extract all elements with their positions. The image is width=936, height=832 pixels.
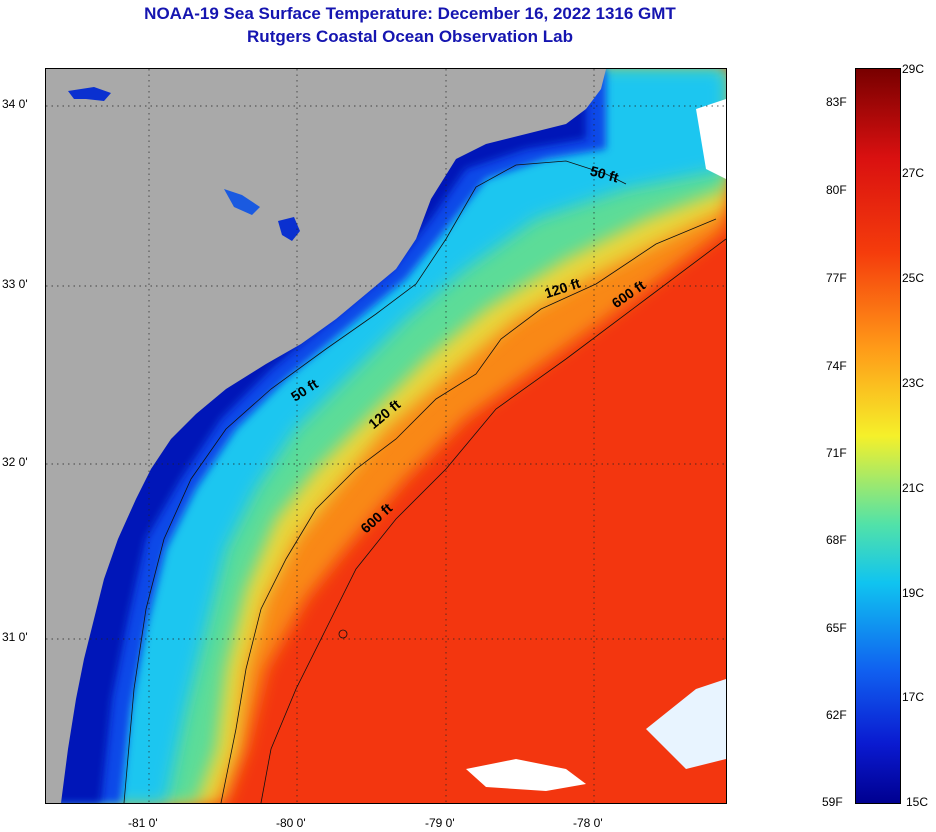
cloud-ne <box>696 99 726 179</box>
cbar-f-68: 68F <box>826 533 847 547</box>
isobath-50ft <box>123 160 627 803</box>
cbar-c-25: 25C <box>902 271 925 285</box>
cbar-f-74: 74F <box>826 359 847 373</box>
cbar-c-29: 29C <box>902 62 925 76</box>
cbar-f-83: 83F <box>826 95 847 109</box>
cloud-se-2 <box>646 679 726 769</box>
cbar-f-80: 80F <box>826 183 847 197</box>
cloud-se-1 <box>466 759 586 791</box>
cbar-c-19: 19C <box>902 586 925 600</box>
lat-label-31: 31 0' <box>2 630 28 644</box>
colorbar <box>855 68 901 804</box>
lake-moultrie <box>278 217 300 241</box>
inland-water-2 <box>224 189 260 215</box>
buoy-marker <box>338 629 348 639</box>
graticule <box>46 69 726 803</box>
colorbar-gradient <box>856 69 900 803</box>
isobath-120ft <box>220 218 717 803</box>
cbar-c-27: 27C <box>902 166 925 180</box>
land <box>46 69 606 803</box>
isobath-600ft <box>260 238 726 803</box>
cbar-c-23: 23C <box>902 376 925 390</box>
lat-label-32: 32 0' <box>2 455 28 469</box>
isobaths <box>123 160 726 803</box>
cbar-f-62: 62F <box>826 708 847 722</box>
lon-label-78: -78 0' <box>573 816 603 830</box>
cbar-c-15: 15C <box>906 795 929 809</box>
lon-label-80: -80 0' <box>276 816 306 830</box>
sst-map <box>45 68 727 804</box>
lon-label-81: -81 0' <box>128 816 158 830</box>
cbar-f-71: 71F <box>826 446 847 460</box>
lake-marion <box>68 87 111 101</box>
cbar-f-59: 59F <box>822 795 843 809</box>
map-title: NOAA-19 Sea Surface Temperature: Decembe… <box>144 4 676 23</box>
lat-label-33: 33 0' <box>2 277 28 291</box>
cbar-f-77: 77F <box>826 271 847 285</box>
cbar-c-21: 21C <box>902 481 925 495</box>
lat-label-34: 34 0' <box>2 97 28 111</box>
cbar-f-65: 65F <box>826 621 847 635</box>
lon-label-79: -79 0' <box>425 816 455 830</box>
cbar-c-17: 17C <box>902 690 925 704</box>
map-subtitle: Rutgers Coastal Ocean Observation Lab <box>247 27 573 46</box>
